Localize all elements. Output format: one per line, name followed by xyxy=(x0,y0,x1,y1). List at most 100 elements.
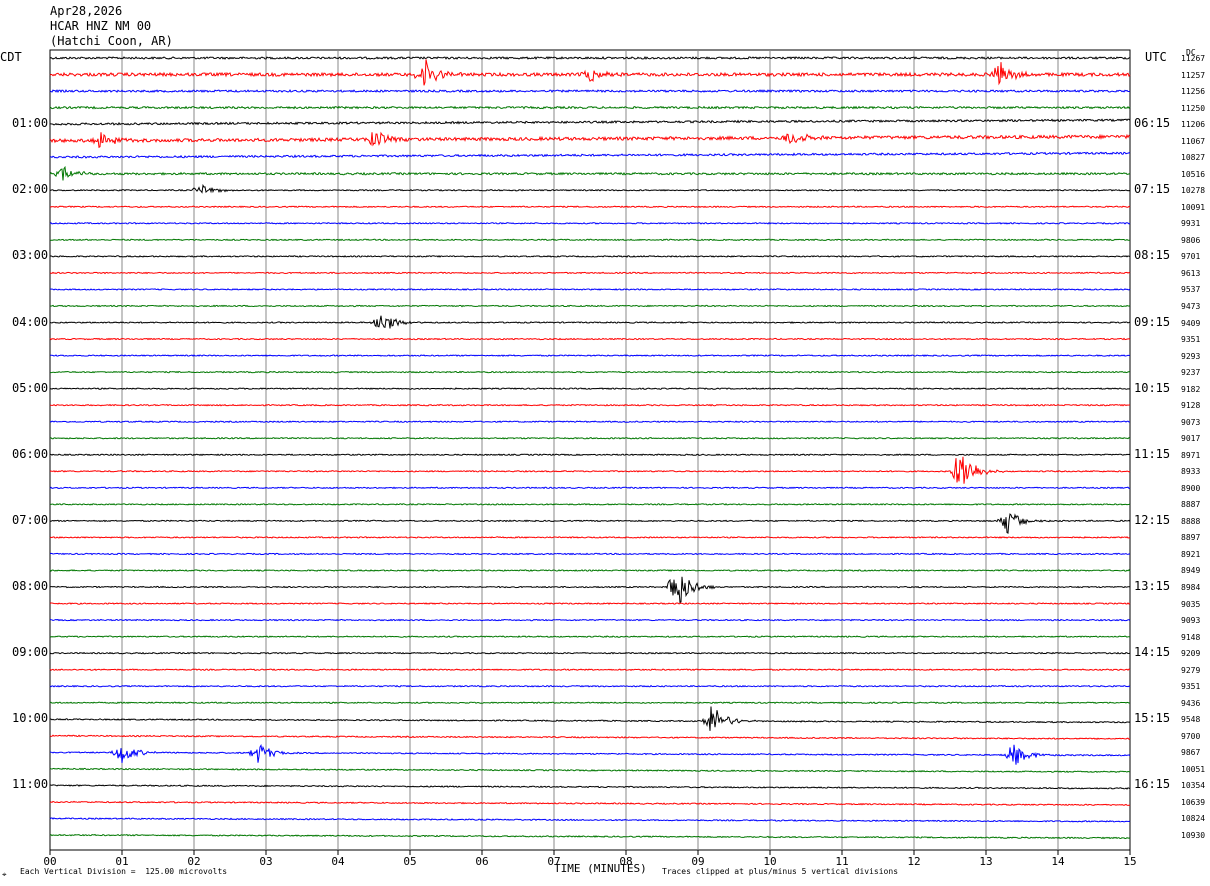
trace-3 xyxy=(49,105,1131,110)
x-axis: 00 01 02 03 04 05 06 07 08 09 10 11 12 13 14 15 xyxy=(43,850,1137,868)
trace-45 xyxy=(49,800,1131,806)
trace-16 xyxy=(49,315,1131,329)
left-timezone-label: CDT xyxy=(0,50,22,64)
dc-label: DC xyxy=(1186,48,1196,57)
trace-9 xyxy=(50,205,1131,209)
dc-value: 8900 xyxy=(1181,483,1201,493)
dc-value: 9701 xyxy=(1181,252,1201,262)
trace-35 xyxy=(49,635,1131,638)
dc-value: 9128 xyxy=(1181,401,1201,411)
trace-14 xyxy=(49,288,1131,291)
right-time-label: 11:15 xyxy=(1134,446,1171,461)
dc-value: 10516 xyxy=(1181,169,1206,179)
trace-37 xyxy=(49,668,1131,672)
trace-4 xyxy=(50,118,1131,126)
trace-0 xyxy=(49,55,1131,60)
trace-1 xyxy=(49,59,1131,86)
dc-value: 9409 xyxy=(1181,318,1201,328)
dc-value: 9537 xyxy=(1181,285,1201,295)
seismic-traces xyxy=(49,55,1131,840)
dc-value: 9931 xyxy=(1181,219,1201,229)
trace-6 xyxy=(49,151,1131,159)
x-tick-label-7: 07 xyxy=(547,855,560,868)
trace-29 xyxy=(49,536,1131,539)
trace-34 xyxy=(49,618,1131,622)
dc-value: 9209 xyxy=(1181,649,1201,659)
dc-value: 8984 xyxy=(1181,583,1201,593)
right-time-label: 09:15 xyxy=(1134,314,1171,329)
dc-value: 9548 xyxy=(1181,715,1201,725)
dc-value: 8888 xyxy=(1181,516,1201,526)
trace-28 xyxy=(49,513,1131,534)
right-time-label: 12:15 xyxy=(1134,512,1171,527)
dc-value: 8949 xyxy=(1181,566,1201,576)
dc-value: 9700 xyxy=(1181,731,1201,741)
trace-31 xyxy=(49,569,1131,572)
left-time-label: 02:00 xyxy=(12,182,49,197)
x-tick-label-5: 05 xyxy=(403,855,416,868)
x-tick-label-0: 00 xyxy=(43,855,56,868)
trace-46 xyxy=(49,817,1131,823)
right-time-label: 10:15 xyxy=(1134,380,1171,395)
dc-value: 10091 xyxy=(1181,202,1206,212)
trace-17 xyxy=(49,337,1131,341)
trace-30 xyxy=(49,552,1131,556)
dc-value: 11206 xyxy=(1181,120,1206,130)
trace-23 xyxy=(49,436,1131,440)
trace-44 xyxy=(49,784,1131,790)
dc-value: 8887 xyxy=(1181,500,1201,510)
corner-mark: ⌖ xyxy=(2,870,7,879)
dc-value: 9093 xyxy=(1181,616,1201,626)
trace-24 xyxy=(49,453,1131,457)
trace-15 xyxy=(49,304,1131,308)
dc-value: 9867 xyxy=(1181,748,1201,758)
dc-value: 11257 xyxy=(1181,70,1206,80)
dc-value: 9237 xyxy=(1181,368,1201,378)
dc-value: 10278 xyxy=(1181,186,1206,196)
dc-value: 8897 xyxy=(1181,533,1201,543)
x-tick-label-4: 04 xyxy=(331,855,345,868)
left-time-label: 06:00 xyxy=(12,446,49,461)
x-tick-label-9: 09 xyxy=(691,855,704,868)
dc-value: 10930 xyxy=(1181,831,1206,840)
trace-5 xyxy=(49,131,1131,149)
trace-41 xyxy=(49,734,1131,740)
right-time-label: 07:15 xyxy=(1134,182,1171,197)
left-time-label: 08:00 xyxy=(12,579,49,594)
x-tick-label-3: 03 xyxy=(259,855,272,868)
left-time-label: 05:00 xyxy=(12,380,49,395)
right-time-label: 16:15 xyxy=(1134,777,1171,792)
header-station: HCAR HNZ NM 00 xyxy=(50,19,152,33)
trace-39 xyxy=(49,701,1131,705)
dc-value: 9035 xyxy=(1181,599,1201,609)
dc-value: 9279 xyxy=(1181,665,1201,675)
grid-lines xyxy=(49,49,1131,851)
clip-note: Traces clipped at plus/minus 5 vertical … xyxy=(662,867,899,876)
dc-value: 8971 xyxy=(1181,450,1201,460)
left-time-label: 07:00 xyxy=(12,512,49,527)
dc-value: 8933 xyxy=(1181,467,1201,477)
x-tick-label-13: 13 xyxy=(979,855,992,868)
trace-13 xyxy=(49,271,1131,275)
trace-8 xyxy=(49,183,1131,194)
trace-43 xyxy=(49,767,1130,774)
x-tick-label-1: 01 xyxy=(115,855,128,868)
trace-32 xyxy=(49,576,1131,604)
trace-40 xyxy=(49,706,1131,731)
dc-value: 10639 xyxy=(1181,797,1206,807)
dc-value: 9806 xyxy=(1181,235,1201,245)
dc-value: 9017 xyxy=(1181,434,1201,444)
dc-value: 11267 xyxy=(1181,54,1206,63)
x-tick-label-11: 11 xyxy=(835,855,848,868)
trace-22 xyxy=(49,420,1130,424)
trace-25 xyxy=(49,456,1131,484)
x-tick-label-8: 08 xyxy=(619,855,632,868)
right-time-label: 15:15 xyxy=(1134,711,1171,726)
x-tick-label-15: 15 xyxy=(1123,855,1136,868)
trace-47 xyxy=(49,833,1131,840)
x-tick-label-12: 12 xyxy=(907,855,920,868)
trace-33 xyxy=(49,602,1131,605)
dc-value: 10354 xyxy=(1181,781,1206,791)
dc-value: 9351 xyxy=(1181,682,1201,692)
x-tick-label-2: 02 xyxy=(187,855,200,868)
